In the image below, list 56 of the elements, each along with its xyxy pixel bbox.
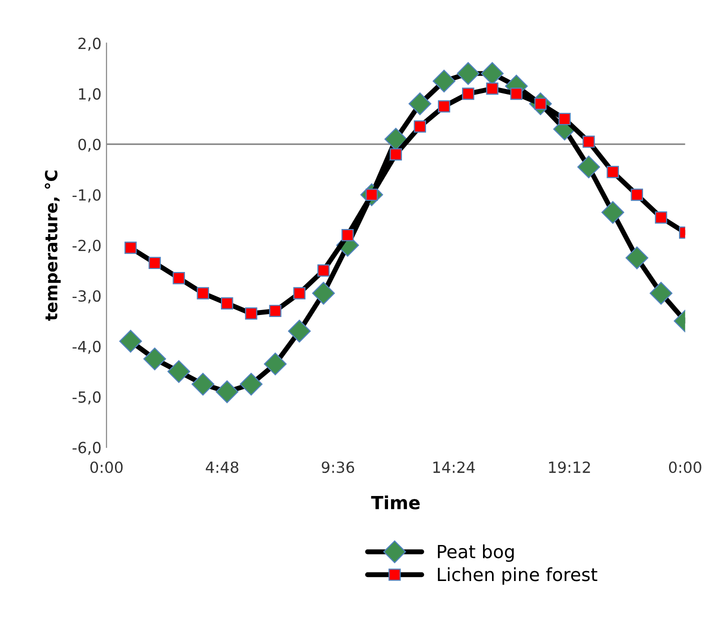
- point: [312, 282, 335, 305]
- point: [192, 372, 214, 396]
- y-axis-title: temperature, °C: [44, 170, 61, 321]
- point: [196, 287, 210, 300]
- point: [601, 201, 624, 224]
- y-tick-label: -1,0: [72, 189, 101, 202]
- point: [143, 348, 166, 370]
- point: [390, 148, 402, 160]
- point: [216, 380, 238, 404]
- point: [577, 156, 600, 178]
- point: [317, 264, 330, 277]
- point: [654, 211, 668, 224]
- point: [558, 112, 571, 126]
- y-tick-label: 2,0: [78, 38, 101, 51]
- point: [240, 372, 263, 396]
- point: [220, 297, 234, 310]
- x-tick-label: 19:12: [549, 461, 590, 474]
- point: [269, 304, 282, 318]
- point: [119, 330, 142, 353]
- point: [432, 70, 456, 92]
- x-tick-label: 4:48: [206, 461, 238, 474]
- point: [626, 246, 648, 270]
- y-tick-label: -2,0: [72, 240, 101, 253]
- y-tick-label: -5,0: [72, 391, 101, 404]
- x-tick-label: 14:24: [433, 461, 475, 473]
- y-tick-label: -3,0: [72, 290, 101, 304]
- point: [582, 136, 595, 148]
- point: [462, 88, 474, 100]
- x-tick-label: 0:00: [90, 461, 123, 474]
- point: [172, 272, 185, 284]
- point: [486, 82, 498, 95]
- point: [245, 307, 258, 320]
- point: [167, 360, 190, 383]
- x-axis-title: Time: [371, 495, 420, 510]
- point: [264, 352, 287, 376]
- y-tick-label: 1,0: [79, 88, 101, 102]
- legend-label: Peat bog: [438, 544, 514, 562]
- point: [510, 88, 522, 100]
- point: [606, 166, 619, 178]
- x-tick-label: 0:00: [669, 461, 702, 474]
- x-tick-label: 9:36: [322, 461, 354, 474]
- point: [650, 282, 672, 305]
- point: [341, 229, 354, 242]
- point: [293, 287, 306, 300]
- point: [148, 256, 161, 270]
- y-tick-label: 0,0: [78, 138, 101, 152]
- point: [408, 92, 432, 116]
- point: [630, 188, 644, 201]
- point: [456, 62, 480, 85]
- y-tick-label: -4,0: [72, 340, 101, 354]
- y-tick-label: -6,0: [72, 442, 101, 455]
- legend-label: Lichen pine forest: [438, 567, 598, 585]
- point: [414, 120, 426, 133]
- point: [438, 100, 450, 112]
- point: [288, 320, 311, 342]
- point: [124, 242, 137, 254]
